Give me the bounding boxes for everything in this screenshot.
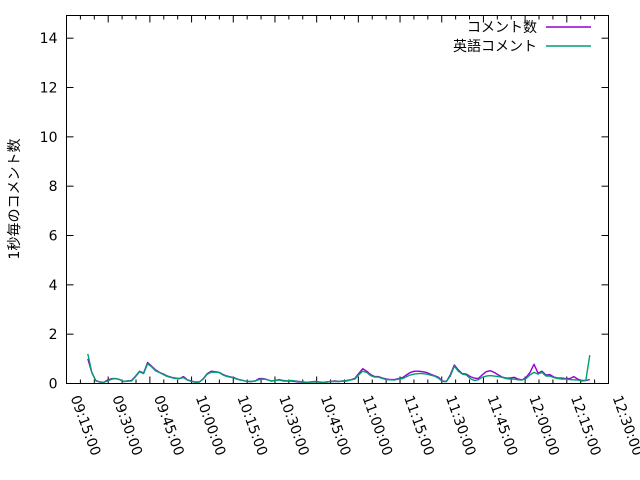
x-axis-label: 10:30:00 <box>275 393 312 458</box>
y-axis-label: 10 <box>40 130 58 146</box>
y-axis-label: 2 <box>49 327 58 343</box>
x-axis-label: 11:15:00 <box>400 393 437 458</box>
x-axis-label: 12:30:00 <box>609 393 640 458</box>
x-axis-label: 12:00:00 <box>525 393 562 458</box>
x-axis-label: 09:45:00 <box>150 393 187 458</box>
x-axis-label: 10:45:00 <box>317 393 354 458</box>
y-axis-label: 0 <box>49 377 58 393</box>
x-axis-label: 11:30:00 <box>442 393 479 458</box>
y-axis-title: 1秒毎のコメント数 <box>7 138 23 260</box>
x-axis-label: 10:15:00 <box>234 393 271 458</box>
series-line-english-comments <box>87 353 591 383</box>
legend-label: コメント数 <box>467 20 537 36</box>
y-axis-label: 12 <box>40 81 58 97</box>
plot-border <box>66 15 609 384</box>
y-axis-label: 4 <box>49 278 58 294</box>
x-axis-label: 09:15:00 <box>67 393 104 458</box>
y-axis-label: 14 <box>40 31 58 47</box>
x-axis-label: 11:45:00 <box>484 393 521 458</box>
x-axis-label: 10:00:00 <box>192 393 229 458</box>
legend-label: 英語コメント <box>453 38 537 55</box>
x-axis-label: 11:00:00 <box>359 393 396 458</box>
x-axis-label: 12:15:00 <box>567 393 604 458</box>
y-axis-label: 6 <box>49 229 58 245</box>
x-axis-label: 09:30:00 <box>108 393 145 458</box>
y-axis-label: 8 <box>49 179 58 195</box>
